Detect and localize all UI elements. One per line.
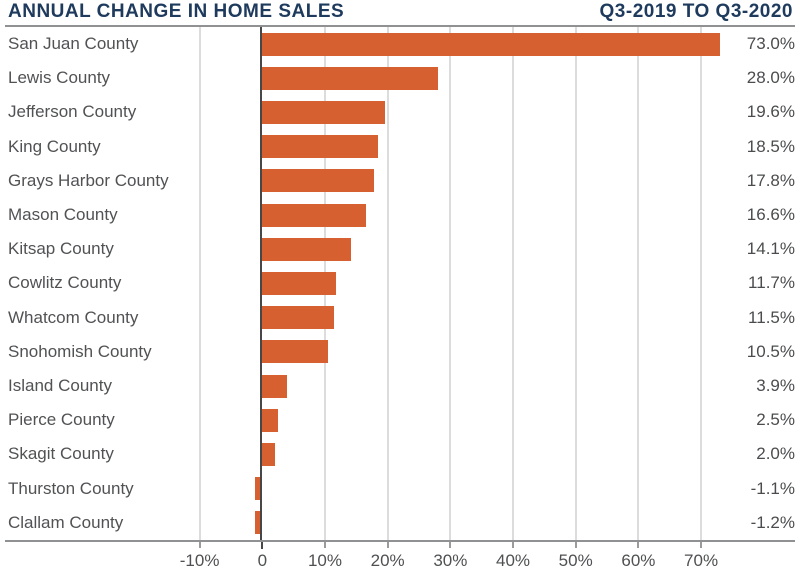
category-label: Skagit County bbox=[8, 444, 114, 464]
gridline bbox=[449, 27, 452, 540]
value-label: 14.1% bbox=[746, 239, 795, 259]
bar bbox=[262, 408, 278, 432]
value-label: 11.5% bbox=[748, 307, 795, 327]
x-tick-label: 0 bbox=[257, 551, 268, 570]
bar bbox=[262, 237, 351, 261]
x-tick-label: 10% bbox=[307, 551, 342, 570]
chart-subtitle: Q3-2019 TO Q3-2020 bbox=[599, 1, 793, 22]
value-label: 19.6% bbox=[746, 102, 795, 122]
bar bbox=[262, 135, 379, 159]
axis-tick bbox=[449, 542, 452, 548]
value-label: 17.8% bbox=[746, 170, 795, 190]
value-label: 11.7% bbox=[748, 273, 795, 293]
axis-tick bbox=[574, 542, 577, 548]
category-label: Whatcom County bbox=[8, 307, 139, 327]
x-tick-label: 30% bbox=[433, 551, 468, 570]
category-label: Cowlitz County bbox=[8, 273, 122, 293]
bar bbox=[262, 203, 367, 227]
x-axis-line bbox=[5, 540, 795, 542]
x-tick-label: 50% bbox=[558, 551, 593, 570]
value-label: 3.9% bbox=[756, 376, 795, 396]
value-label: -1.2% bbox=[750, 512, 795, 532]
axis-tick bbox=[637, 542, 640, 548]
category-label: Clallam County bbox=[8, 512, 124, 532]
bar bbox=[262, 101, 386, 124]
gridline bbox=[574, 27, 577, 540]
value-label: 2.5% bbox=[756, 410, 795, 430]
bar bbox=[262, 340, 329, 364]
gridline bbox=[386, 27, 389, 540]
x-tick-label: 70% bbox=[684, 551, 719, 570]
value-label: -1.1% bbox=[750, 478, 795, 498]
chart-title: ANNUAL CHANGE IN HOME SALES bbox=[8, 1, 345, 22]
bar bbox=[262, 32, 720, 56]
x-tick-label: 40% bbox=[496, 551, 531, 570]
gridline bbox=[512, 27, 515, 540]
bar bbox=[262, 306, 335, 330]
x-tick-label: 20% bbox=[370, 551, 405, 570]
value-label: 10.5% bbox=[746, 341, 795, 361]
value-label: 16.6% bbox=[746, 205, 795, 225]
bar bbox=[262, 169, 374, 193]
bar bbox=[262, 443, 275, 466]
category-label: King County bbox=[8, 136, 101, 156]
zero-tick bbox=[261, 542, 264, 549]
axis-tick bbox=[386, 542, 389, 548]
header-divider bbox=[5, 25, 795, 27]
axis-tick bbox=[198, 542, 201, 548]
category-label: Island County bbox=[8, 376, 112, 396]
category-label: Mason County bbox=[8, 205, 118, 225]
axis-tick bbox=[323, 542, 326, 548]
bar bbox=[262, 272, 336, 295]
category-label: Snohomish County bbox=[8, 341, 152, 361]
axis-tick bbox=[700, 542, 703, 548]
bar bbox=[262, 374, 287, 398]
gridline bbox=[700, 27, 703, 540]
gridline bbox=[198, 27, 201, 540]
x-tick-label: -10% bbox=[179, 551, 220, 570]
bar bbox=[262, 66, 438, 90]
value-label: 18.5% bbox=[746, 136, 795, 156]
value-label: 73.0% bbox=[746, 34, 795, 54]
category-label: Lewis County bbox=[8, 68, 111, 88]
bar bbox=[254, 511, 263, 535]
category-label: Grays Harbor County bbox=[8, 170, 169, 190]
value-label: 2.0% bbox=[756, 444, 795, 464]
x-tick-label: 60% bbox=[621, 551, 656, 570]
category-label: Jefferson County bbox=[8, 102, 137, 122]
axis-tick bbox=[512, 542, 515, 548]
gridline bbox=[637, 27, 640, 540]
category-label: Pierce County bbox=[8, 410, 115, 430]
category-label: Thurston County bbox=[8, 478, 134, 498]
bar bbox=[255, 477, 263, 501]
category-label: San Juan County bbox=[8, 34, 139, 54]
category-label: Kitsap County bbox=[8, 239, 114, 259]
zero-baseline bbox=[260, 27, 263, 540]
value-label: 28.0% bbox=[746, 68, 795, 88]
